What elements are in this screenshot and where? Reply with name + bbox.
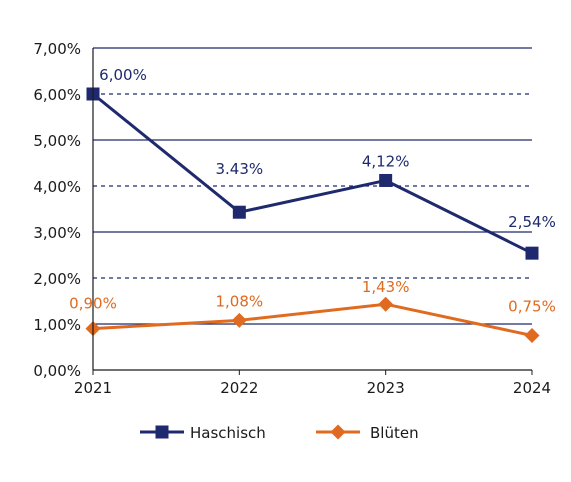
legend: Haschisch Blüten bbox=[140, 424, 419, 442]
y-tick-label: 6,00% bbox=[33, 86, 81, 104]
x-tick-label: 2023 bbox=[367, 379, 405, 397]
data-point-0-3 bbox=[525, 246, 539, 260]
y-tick-label: 5,00% bbox=[33, 132, 81, 150]
legend-marker-1 bbox=[330, 424, 346, 440]
legend-label-1: Blüten bbox=[370, 424, 419, 442]
y-tick-label: 0,00% bbox=[33, 362, 81, 380]
x-axis-tick-labels: 2021 2022 2023 2024 bbox=[74, 370, 551, 397]
data-point-0-1 bbox=[232, 205, 246, 219]
x-tick-label: 2022 bbox=[220, 379, 258, 397]
x-tick-label: 2021 bbox=[74, 379, 112, 397]
series-line-0 bbox=[92, 92, 533, 255]
grid-lines bbox=[93, 47, 532, 325]
legend-label-0: Haschisch bbox=[190, 424, 266, 442]
legend-marker-0 bbox=[155, 425, 169, 439]
data-point-1-2 bbox=[378, 296, 394, 312]
data-label-1-3: 0,75% bbox=[508, 298, 556, 316]
series-line-1 bbox=[92, 302, 533, 337]
y-tick-label: 3,00% bbox=[33, 224, 81, 242]
data-label-0-2: 4,12% bbox=[362, 152, 410, 170]
data-point-0-2 bbox=[379, 173, 393, 187]
data-label-0-3: 2,54% bbox=[508, 213, 556, 231]
data-label-1-2: 1,43% bbox=[362, 278, 410, 296]
series-group bbox=[85, 87, 540, 343]
data-label-0-1: 3.43% bbox=[216, 160, 264, 178]
y-axis-tick-labels: 0,00% 1,00% 2,00% 3,00% 4,00% 5,00% 6,00% 7,00% bbox=[33, 40, 81, 380]
y-tick-label: 7,00% bbox=[33, 40, 81, 58]
y-tick-label: 2,00% bbox=[33, 270, 81, 288]
y-tick-label: 4,00% bbox=[33, 178, 81, 196]
data-label-1-1: 1,08% bbox=[216, 292, 264, 310]
data-label-0-0: 6,00% bbox=[99, 66, 147, 84]
y-tick-label: 1,00% bbox=[33, 316, 81, 334]
x-tick-label: 2024 bbox=[513, 379, 551, 397]
data-point-1-1 bbox=[231, 312, 247, 328]
data-point-1-3 bbox=[524, 328, 540, 343]
data-labels: 6,00%3.43% 4,12%2,54%0,90% 1,08%1,43%0,75% bbox=[69, 66, 556, 316]
